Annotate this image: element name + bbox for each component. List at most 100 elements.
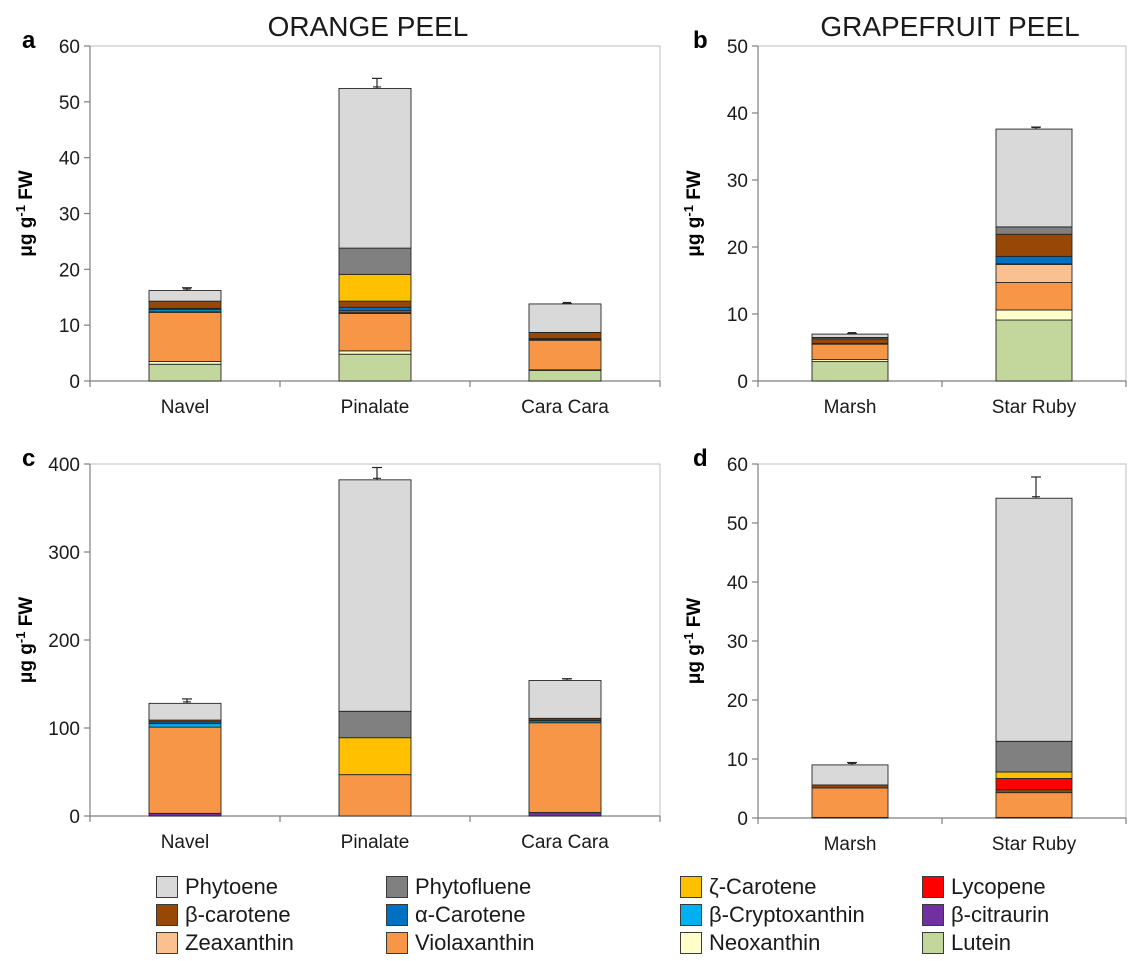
y-tick-label: 200 bbox=[48, 631, 80, 652]
bar-segment bbox=[811, 787, 889, 818]
panel-letter: b bbox=[693, 27, 708, 54]
x-tick-label: Marsh bbox=[824, 834, 877, 855]
bar-segment bbox=[338, 300, 412, 308]
legend-item: α-Carotene bbox=[386, 901, 526, 929]
panel-letter: c bbox=[22, 445, 35, 472]
legend-label: α-Carotene bbox=[415, 902, 526, 927]
bar-segment bbox=[148, 300, 222, 309]
bar-segment bbox=[338, 350, 412, 355]
y-tick-label: 100 bbox=[48, 719, 80, 740]
legend-item: β-citraurin bbox=[922, 901, 1049, 929]
bar-segment bbox=[338, 306, 412, 312]
x-tick-label: Star Ruby bbox=[992, 397, 1077, 418]
bar-segment bbox=[528, 722, 602, 813]
y-tick-label: 10 bbox=[727, 305, 748, 326]
legend-swatch bbox=[386, 932, 408, 954]
legend-swatch bbox=[680, 904, 702, 926]
y-tick-label: 20 bbox=[727, 691, 748, 712]
y-tick-label: 10 bbox=[59, 316, 80, 337]
panel-letter: a bbox=[22, 27, 36, 54]
bar-segment bbox=[528, 339, 602, 371]
y-tick-label: 40 bbox=[727, 104, 748, 125]
legend-item: β-carotene bbox=[156, 901, 291, 929]
y-tick-label: 60 bbox=[59, 37, 80, 58]
bar-segment bbox=[995, 255, 1073, 265]
legend-swatch bbox=[156, 876, 178, 898]
legend-swatch bbox=[386, 904, 408, 926]
y-tick-label: 20 bbox=[727, 238, 748, 259]
legend-label: Phytoene bbox=[185, 874, 278, 899]
panel-d: d 0 10 20 30 40 50 60 μg g-1 FW Marsh Star Ruby bbox=[681, 445, 1127, 855]
y-tick-label: 60 bbox=[727, 455, 748, 476]
orange-peel-heading: ORANGE PEEL bbox=[268, 11, 469, 42]
bar-segment bbox=[148, 290, 222, 302]
x-tick-label: Navel bbox=[161, 397, 210, 418]
bar-segment bbox=[528, 303, 602, 333]
bar-segment bbox=[148, 723, 222, 728]
legend-swatch bbox=[680, 932, 702, 954]
bar-segment bbox=[338, 312, 412, 352]
legend-item: Zeaxanthin bbox=[156, 929, 294, 957]
x-tick-label: Star Ruby bbox=[992, 834, 1077, 855]
legend-item: Phytofluene bbox=[386, 873, 531, 901]
bar-segment bbox=[338, 774, 412, 817]
bar-segment bbox=[528, 369, 602, 382]
y-axis-label: μg g-1 FW bbox=[681, 170, 705, 257]
legend-item: β-Cryptoxanthin bbox=[680, 901, 865, 929]
y-axis-label: μg g-1 FW bbox=[13, 170, 37, 257]
bar-segment bbox=[995, 740, 1073, 773]
x-tick-label: Cara Cara bbox=[521, 832, 609, 853]
y-tick-label: 40 bbox=[59, 149, 80, 170]
legend-label: Lutein bbox=[951, 930, 1011, 955]
y-tick-label: 30 bbox=[727, 171, 748, 192]
bar-segment bbox=[995, 233, 1073, 257]
legend-label: ζ-Carotene bbox=[709, 874, 817, 899]
y-axis-label: μg g-1 FW bbox=[681, 598, 705, 685]
bar-segment bbox=[995, 771, 1073, 779]
legend-swatch bbox=[386, 876, 408, 898]
legend-label: Lycopene bbox=[951, 874, 1046, 899]
bar-segment bbox=[811, 764, 889, 786]
legend-item: Lutein bbox=[922, 929, 1011, 957]
legend-label: Phytofluene bbox=[415, 874, 532, 899]
bar-segment bbox=[338, 353, 412, 382]
bar-segment bbox=[338, 87, 412, 249]
bar-segment bbox=[811, 338, 889, 344]
legend-swatch bbox=[156, 932, 178, 954]
bar-segment bbox=[528, 680, 602, 719]
legend-swatch bbox=[156, 904, 178, 926]
bar-segment bbox=[995, 319, 1073, 382]
legend-item: Lycopene bbox=[922, 873, 1046, 901]
legend-item: Phytoene bbox=[156, 873, 278, 901]
bar-segment bbox=[148, 702, 222, 721]
y-tick-label: 0 bbox=[69, 372, 80, 393]
bar-segment bbox=[811, 343, 889, 361]
bar-segment bbox=[338, 737, 412, 776]
legend-label: β-Cryptoxanthin bbox=[709, 902, 865, 927]
bar-segment bbox=[995, 226, 1073, 235]
legend-swatch bbox=[922, 876, 944, 898]
bar-segment bbox=[338, 710, 412, 739]
panel-b: b 0 10 20 30 40 50 μg g-1 FW Marsh Star Ruby bbox=[681, 27, 1127, 418]
y-tick-label: 0 bbox=[737, 372, 748, 393]
panel-a: a 0 10 20 30 40 50 60 μg g-1 FW Navel Pinalate Cara… bbox=[13, 27, 661, 418]
bar-segment bbox=[995, 792, 1073, 818]
legend-item: Neoxanthin bbox=[680, 929, 820, 957]
y-tick-label: 40 bbox=[727, 573, 748, 594]
x-tick-label: Cara Cara bbox=[521, 397, 609, 418]
bar-segment bbox=[995, 263, 1073, 283]
grapefruit-peel-heading: GRAPEFRUIT PEEL bbox=[820, 11, 1079, 42]
legend-label: Violaxanthin bbox=[415, 930, 535, 955]
y-tick-label: 20 bbox=[59, 260, 80, 281]
bar-segment bbox=[811, 333, 889, 338]
bar-segment bbox=[338, 247, 412, 275]
legend-label: β-carotene bbox=[185, 902, 291, 927]
bar-segment bbox=[148, 311, 222, 362]
legend-swatch bbox=[680, 876, 702, 898]
legend-swatch bbox=[922, 932, 944, 954]
y-tick-label: 0 bbox=[737, 809, 748, 830]
panel-c: c 0 100 200 300 400 μg g-1 FW Navel Pinalate Cara… bbox=[13, 445, 661, 853]
y-tick-label: 400 bbox=[48, 455, 80, 476]
y-tick-label: 50 bbox=[59, 93, 80, 114]
